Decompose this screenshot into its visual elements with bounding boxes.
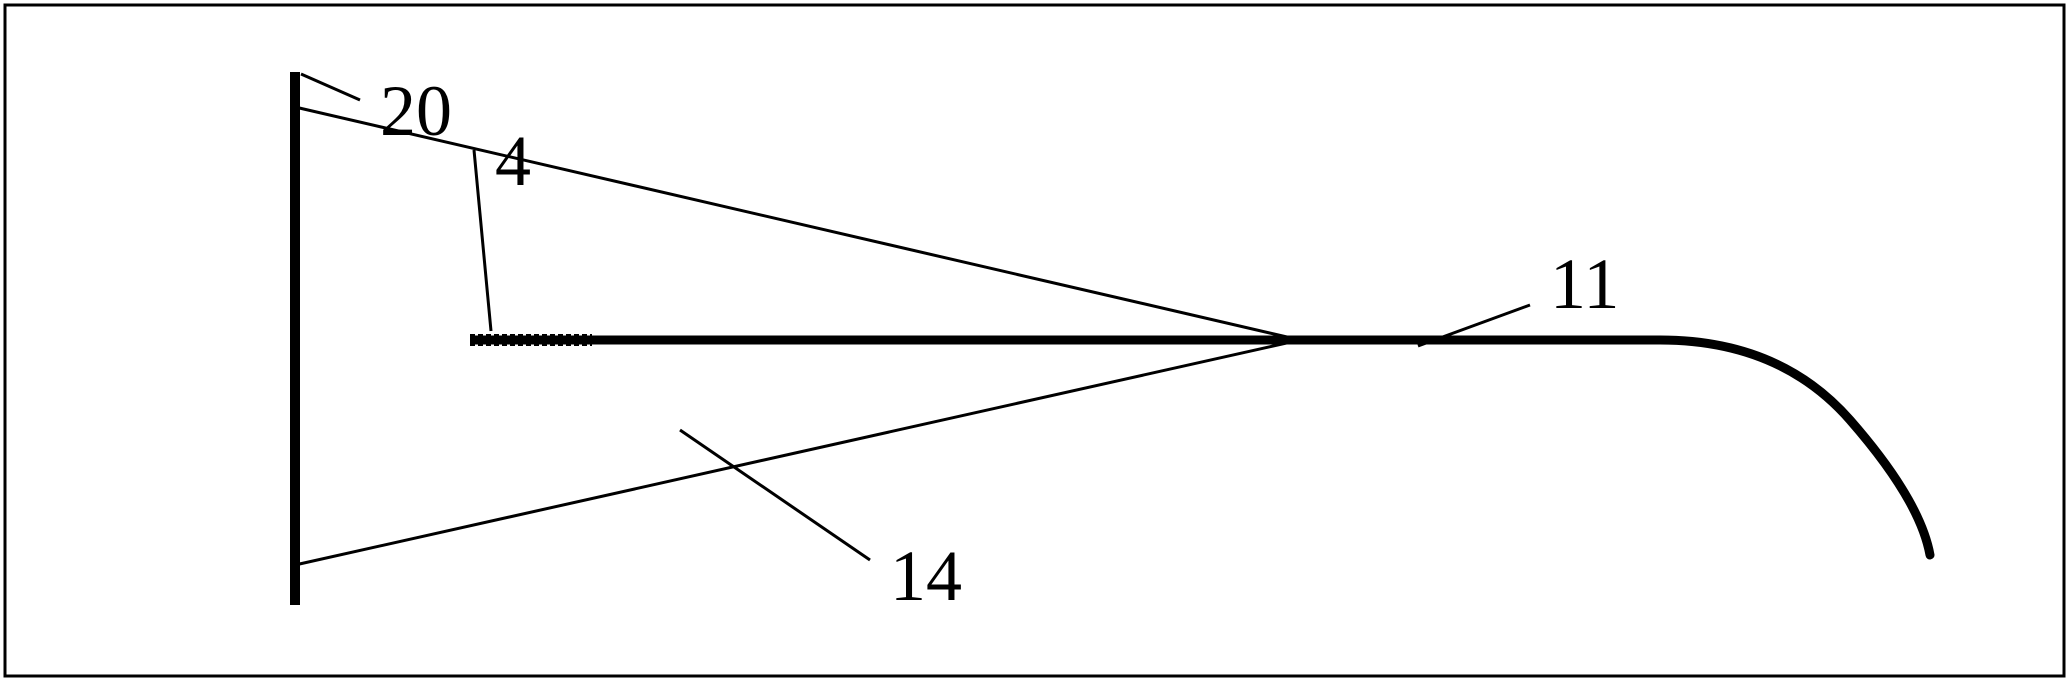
- curved-extension: [1300, 340, 1930, 555]
- label-11: 11: [1550, 244, 1619, 324]
- diagram-svg: 20 4 11 14: [0, 0, 2069, 681]
- label-14: 14: [890, 536, 962, 616]
- label-4: 4: [495, 121, 531, 201]
- technical-diagram: 20 4 11 14: [0, 0, 2069, 681]
- label-20: 20: [380, 71, 452, 151]
- lower-cone-line: [295, 340, 1300, 565]
- leader-20: [301, 74, 360, 100]
- leader-4: [474, 150, 491, 331]
- leader-14: [680, 430, 870, 560]
